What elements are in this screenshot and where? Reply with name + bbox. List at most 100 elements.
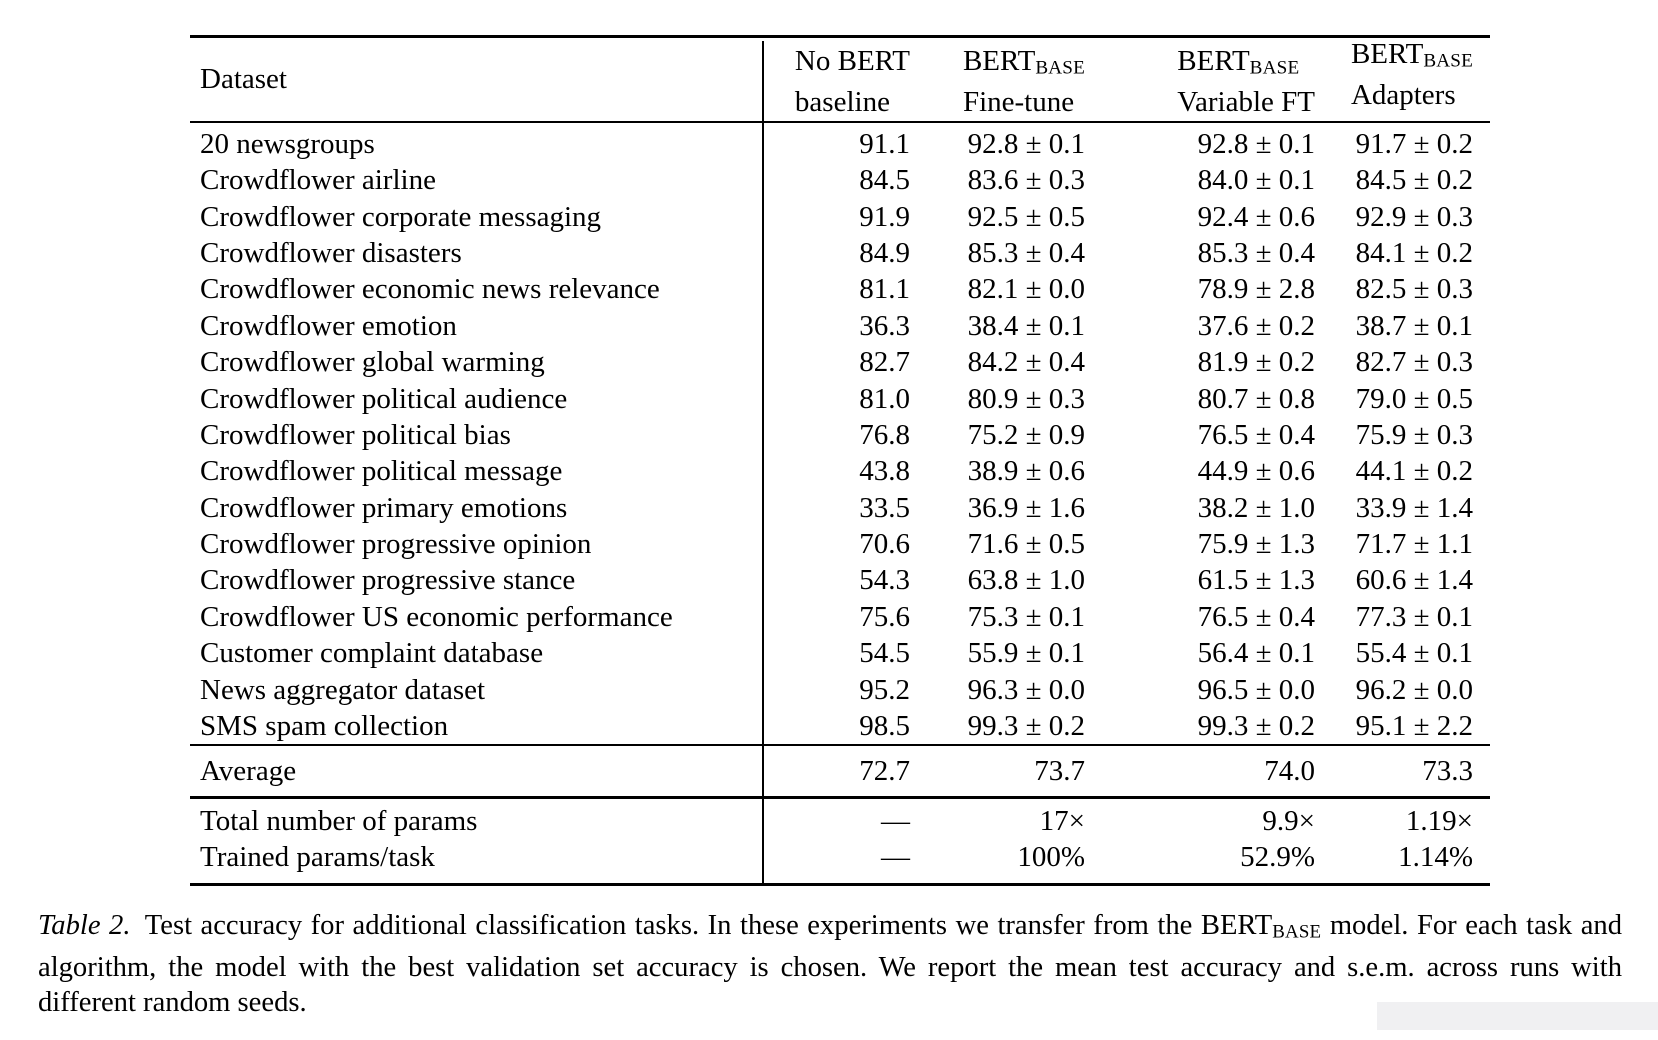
average-value: 72.7 [859,755,910,788]
value-cell: 84.5 ± 0.2 [1355,164,1473,197]
value-cell: 55.9 ± 0.1 [967,637,1085,670]
header-line-1: No BERT [794,45,910,77]
table-row: Crowdflower political audience 81.0 80.9 ±… [190,381,1490,417]
dataset-name: Crowdflower political message [200,455,563,488]
trained-params-row: Trained params/task — 100% 52.9% 1.14% [190,839,1490,875]
table-caption: Table 2. Test accuracy for additional cla… [38,908,1622,1020]
value-cell: 96.3 ± 0.0 [967,673,1085,706]
params-value: — [881,840,910,873]
value-cell: 70.6 [859,528,910,561]
value-cell: 84.9 [859,236,910,269]
value-cell: 82.1 ± 0.0 [967,273,1085,306]
dataset-name: Crowdflower political audience [200,382,568,415]
average-row: Average 72.7 73.7 74.0 73.3 [190,746,1490,796]
table-header-row: Dataset No BERT baseline BERTBASE Fine-tun… [190,38,1490,121]
dataset-name: Crowdflower political bias [200,418,511,451]
table-row: Crowdflower global warming 82.7 84.2 ± 0.4… [190,344,1490,380]
table-bottom-rule [190,882,1490,886]
value-cell: 77.3 ± 0.1 [1355,600,1473,633]
value-cell: 55.4 ± 0.1 [1355,637,1473,670]
header-line-1: BERT [1350,38,1424,70]
value-cell: 92.4 ± 0.6 [1197,200,1315,233]
value-cell: 92.9 ± 0.3 [1355,200,1473,233]
dataset-name: Crowdflower airline [200,164,436,197]
value-cell: 92.8 ± 0.1 [967,127,1085,160]
value-cell: 61.5 ± 1.3 [1197,564,1315,597]
dataset-name: News aggregator dataset [200,673,486,706]
column-header-bert-finetune: BERTBASE Fine-tune [910,38,1085,120]
value-cell: 84.1 ± 0.2 [1355,236,1473,269]
value-cell: 36.9 ± 1.6 [967,491,1085,524]
value-cell: 76.8 [859,418,910,451]
header-line-1: BERT [1177,45,1250,77]
table-row: Crowdflower disasters 84.9 85.3 ± 0.4 85.3 … [190,235,1490,271]
params-section: Total number of params — 17× 9.9× 1.19× … [190,799,1490,883]
value-cell: 75.2 ± 0.9 [967,418,1085,451]
params-divider-rule [190,796,1490,799]
value-cell: 83.6 ± 0.3 [967,164,1085,197]
header-line-2: Fine-tune [962,86,1075,119]
value-cell: 71.6 ± 0.5 [967,528,1085,561]
value-cell: 75.9 ± 0.3 [1355,418,1473,451]
value-cell: 54.5 [859,637,910,670]
value-cell: 92.8 ± 0.1 [1197,127,1315,160]
value-cell: 85.3 ± 0.4 [1197,236,1315,269]
header-line-1: BERT [962,45,1036,77]
value-cell: 75.3 ± 0.1 [967,600,1085,633]
dataset-name: Crowdflower emotion [200,309,457,342]
value-cell: 60.6 ± 1.4 [1355,564,1473,597]
dataset-name: Crowdflower disasters [200,236,462,269]
value-cell: 44.9 ± 0.6 [1197,455,1315,488]
value-cell: 81.9 ± 0.2 [1197,346,1315,379]
column-header-bert-adapters: BERTBASE Adapters [1315,38,1473,120]
value-cell: 99.3 ± 0.2 [967,710,1085,743]
caption-text-2: model. For each task and algorithm, the … [38,910,1622,1018]
caption-text: Test accuracy for additional classificat… [144,910,1193,941]
row-label: Total number of params [200,804,478,837]
value-cell: 82.5 ± 0.3 [1355,273,1473,306]
table-row: Customer complaint database 54.5 55.9 ± 0.… [190,635,1490,671]
value-cell: 98.5 [859,710,910,743]
value-cell: 54.3 [859,564,910,597]
header-line-2: baseline [794,86,890,119]
value-cell: 84.5 [859,164,910,197]
table-2-figure: Dataset No BERT baseline BERTBASE Fine-tun… [190,35,1490,886]
horizontal-scrollbar[interactable] [1377,1002,1658,1030]
row-label: Trained params/task [200,840,435,873]
table-row: Crowdflower political bias 76.8 75.2 ± 0.9… [190,417,1490,453]
table-row: Crowdflower progressive stance 54.3 63.8 ±… [190,562,1490,598]
value-cell: 76.5 ± 0.4 [1197,418,1315,451]
caption-bert-subscript: BASE [1272,921,1322,943]
value-cell: 96.2 ± 0.0 [1355,673,1473,706]
params-value: — [881,804,910,837]
value-cell: 82.7 ± 0.3 [1355,346,1473,379]
dataset-name: 20 newsgroups [200,127,375,160]
average-divider-rule [190,744,1490,747]
header-subscript: BASE [1423,50,1473,72]
value-cell: 84.2 ± 0.4 [967,346,1085,379]
table-row: 20 newsgroups 91.1 92.8 ± 0.1 92.8 ± 0.1 91.… [190,126,1490,162]
value-cell: 63.8 ± 1.0 [967,564,1085,597]
column-divider-line [762,41,764,883]
average-label: Average [200,755,297,788]
value-cell: 91.7 ± 0.2 [1355,127,1473,160]
average-value: 73.3 [1422,755,1473,788]
value-cell: 36.3 [859,309,910,342]
value-cell: 80.7 ± 0.8 [1197,382,1315,415]
value-cell: 91.9 [859,200,910,233]
value-cell: 85.3 ± 0.4 [967,236,1085,269]
dataset-name: Crowdflower global warming [200,346,545,379]
value-cell: 38.9 ± 0.6 [967,455,1085,488]
header-line-2: Variable FT [1177,86,1315,119]
value-cell: 80.9 ± 0.3 [967,382,1085,415]
table-row: Crowdflower US economic performance 75.6 7… [190,599,1490,635]
value-cell: 37.6 ± 0.2 [1197,309,1315,342]
value-cell: 78.9 ± 2.8 [1197,273,1315,306]
table-row: Crowdflower corporate messaging 91.9 92.5 … [190,199,1490,235]
value-cell: 95.2 [859,673,910,706]
value-cell: 38.2 ± 1.0 [1197,491,1315,524]
table-row: News aggregator dataset 95.2 96.3 ± 0.0 96.… [190,672,1490,708]
value-cell: 96.5 ± 0.0 [1197,673,1315,706]
average-value: 74.0 [1264,755,1315,788]
